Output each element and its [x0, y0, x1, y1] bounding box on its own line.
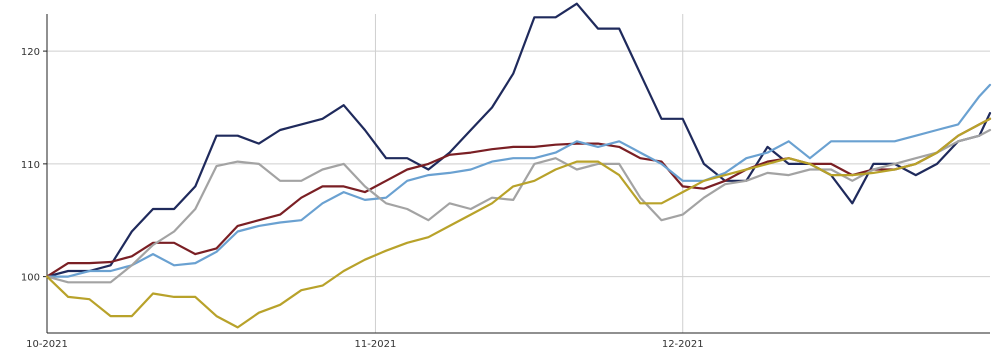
y-tick-label: 110: [21, 160, 40, 171]
series-line-2: [45, 117, 992, 278]
series-line-1: [45, 2, 992, 278]
series-line-3: [45, 83, 992, 278]
y-tick-label: 120: [21, 47, 40, 58]
x-tick-label: 11-2021: [355, 339, 397, 350]
tick-labels: 100 110 120 10-2021 11-2021 12-2021: [21, 47, 704, 350]
axes: [43, 14, 990, 334]
y-tick-label: 100: [21, 273, 40, 284]
series-line-5: [45, 117, 992, 329]
series-lines: [45, 2, 992, 329]
x-tick-label: 12-2021: [662, 339, 704, 350]
x-tick-label: 10-2021: [26, 339, 68, 350]
series-line-4: [45, 128, 992, 284]
